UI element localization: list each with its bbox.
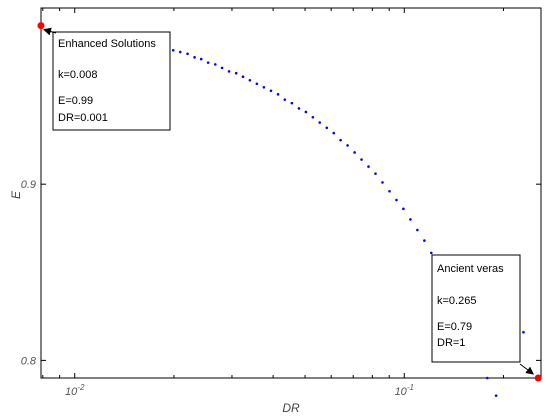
data-point xyxy=(276,93,280,96)
annotation-text: k=0.008 xyxy=(58,69,97,81)
data-point xyxy=(494,394,498,397)
annotation-text: DR=0.001 xyxy=(58,112,108,124)
annotation-arrow xyxy=(519,363,535,375)
x-tick-label: 10-1 xyxy=(395,383,414,398)
annotation-text: E=0.99 xyxy=(58,95,93,107)
data-point xyxy=(346,144,349,147)
data-point xyxy=(318,121,322,124)
data-point xyxy=(297,107,301,110)
data-point xyxy=(269,89,273,93)
y-tick-label: 0.9 xyxy=(21,179,36,191)
data-point xyxy=(290,101,294,105)
data-point xyxy=(402,207,405,211)
endpoint-marker xyxy=(534,374,542,382)
data-point xyxy=(227,70,231,73)
data-point xyxy=(178,50,182,54)
endpoint-marker xyxy=(37,22,45,30)
data-point xyxy=(381,181,384,184)
data-point xyxy=(171,48,175,52)
y-axis: 0.8 0.9 xyxy=(21,179,541,367)
data-point xyxy=(199,57,203,61)
x-tick-label: 10-2 xyxy=(65,383,85,398)
data-point xyxy=(325,126,329,130)
annotation-text: E=0.79 xyxy=(437,321,472,333)
data-point xyxy=(304,110,308,114)
data-point xyxy=(332,131,336,135)
data-point xyxy=(255,82,259,86)
data-point xyxy=(213,63,217,66)
annotation-text: Ancient veras xyxy=(437,263,504,275)
annotation-box xyxy=(52,31,171,131)
data-point xyxy=(241,75,245,79)
endpoint-markers xyxy=(37,22,542,382)
x-axis: 10-2 10-1 xyxy=(42,8,504,398)
annotation-box xyxy=(431,254,521,363)
data-point xyxy=(193,56,196,59)
annotation-enhanced: Enhanced Solutions k=0.008 E=0.99 DR=0.001 xyxy=(43,27,171,131)
data-point xyxy=(353,151,356,154)
data-point xyxy=(409,218,412,221)
data-point xyxy=(416,228,419,232)
y-axis-label: E xyxy=(9,190,23,199)
data-point xyxy=(262,85,266,89)
data-point xyxy=(186,52,189,56)
data-point xyxy=(395,198,398,202)
data-point xyxy=(388,189,391,193)
data-point xyxy=(485,376,489,380)
annotation-arrow xyxy=(43,27,57,36)
data-point xyxy=(522,330,525,334)
annotation-text: Enhanced Solutions xyxy=(58,38,156,50)
data-point xyxy=(360,158,363,161)
data-point xyxy=(220,66,224,70)
annotation-text: DR=1 xyxy=(437,337,465,349)
data-point xyxy=(234,71,238,75)
data-point xyxy=(248,78,252,82)
y-tick-label: 0.8 xyxy=(21,355,37,367)
data-point xyxy=(206,61,210,64)
annotations: Enhanced Solutions k=0.008 E=0.99 DR=0.001 A… xyxy=(43,27,535,375)
annotation-text: k=0.265 xyxy=(437,295,476,307)
data-point xyxy=(367,165,370,168)
data-point xyxy=(429,251,433,255)
data-point xyxy=(423,239,426,242)
x-axis-label: DR xyxy=(282,401,300,415)
data-point xyxy=(339,138,342,142)
data-point xyxy=(283,98,287,101)
data-point xyxy=(374,172,377,175)
data-point xyxy=(311,115,315,119)
annotation-ancient: Ancient veras k=0.265 E=0.79 DR=1 xyxy=(431,254,535,375)
